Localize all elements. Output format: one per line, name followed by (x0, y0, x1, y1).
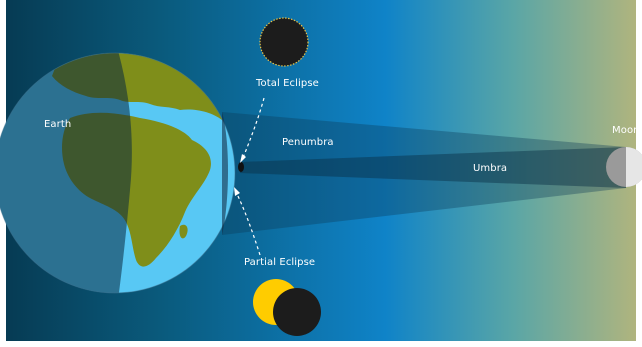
penumbra-shadow (222, 112, 626, 235)
total-eclipse-arrowhead (240, 154, 246, 163)
umbra-spot (238, 162, 244, 172)
earth-label: Earth (44, 119, 72, 130)
total-eclipse-icon (259, 17, 309, 67)
bottom-border (0, 341, 642, 347)
moon-label: Moon (612, 125, 640, 136)
earth-limb-shadow (222, 112, 228, 235)
umbra-label: Umbra (473, 163, 508, 174)
partial-eclipse-pointer (235, 191, 261, 256)
moon-disc (606, 147, 642, 187)
penumbra-label: Penumbra (282, 137, 334, 148)
partial-eclipse-label: Partial Eclipse (244, 257, 316, 268)
partial-eclipse-icon (253, 279, 321, 336)
umbra-shadow (240, 147, 626, 188)
partial-eclipse-arrowhead (234, 187, 240, 196)
earth-outline (0, 52, 236, 294)
total-eclipse-label: Total Eclipse (256, 78, 319, 89)
